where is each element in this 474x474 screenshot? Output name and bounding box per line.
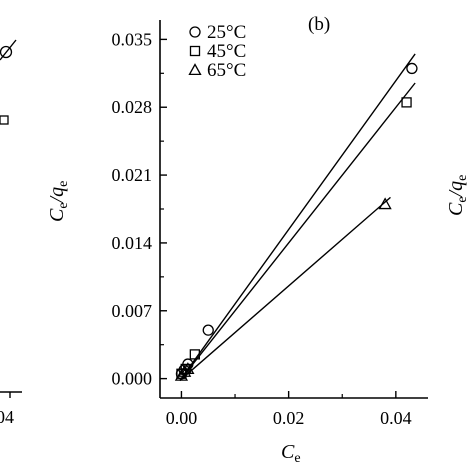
legend-marker-triangle [188, 63, 202, 76]
point-square [401, 97, 412, 108]
point-square [189, 349, 200, 360]
svg-text:Ce/qe: Ce/qe [46, 181, 71, 222]
fit-line-circle [179, 53, 416, 381]
ylabel-q: q [46, 187, 68, 197]
point-circle [406, 62, 418, 75]
fit-line-square [179, 82, 416, 381]
point-triangle [178, 364, 192, 377]
point-circle [202, 324, 214, 336]
panel-label: (b) [308, 14, 330, 35]
xlabel-main: C [281, 441, 295, 463]
xlabel-sub: e [294, 451, 300, 466]
y-tick-label: 0.035 [112, 29, 153, 49]
right-panel-ylabel: Ce/qe [445, 175, 470, 216]
left-panel-circle-marker [0, 45, 13, 59]
fit-lines [179, 53, 416, 382]
left-panel-tick-label: 04 [0, 407, 14, 427]
left-panel-fit-line [0, 39, 17, 61]
legend-marker-circle [189, 26, 201, 38]
left-panel-fragment: 04 [0, 39, 22, 427]
ylabel-q-sub: e [56, 181, 71, 187]
legend-label: 25°C [207, 22, 246, 43]
fit-line-triangle [179, 196, 391, 382]
x-axis-label: Ce [281, 441, 301, 466]
legend: 25°C45°C65°C [188, 22, 246, 81]
x-tick-label: 0.02 [273, 408, 305, 428]
ylabel-c-sub: e [56, 202, 71, 208]
point-triangle [181, 362, 195, 374]
legend-label: 45°C [207, 41, 246, 62]
x-tick-label: 0.04 [380, 408, 412, 428]
point-triangle [174, 368, 189, 381]
y-tick-label: 0.007 [112, 301, 153, 321]
y-tick-label: 0.000 [112, 369, 153, 389]
y-tick-label: 0.028 [112, 97, 153, 117]
y-tick-label: 0.021 [112, 165, 153, 185]
y-tick-label: 0.014 [112, 233, 153, 253]
ylabel-c: C [46, 208, 68, 222]
left-panel-square-marker [0, 115, 9, 125]
ylabel-slash: / [46, 194, 68, 203]
legend-marker-square [189, 45, 201, 57]
point-triangle [378, 197, 392, 210]
axes: 0.000 0.007 0.014 0.021 0.028 0.035 0.00 0.02 0.… [112, 20, 428, 428]
data-points [174, 62, 418, 381]
svg-text:Ce/qe: Ce/qe [445, 175, 470, 216]
x-tick-label: 0.00 [166, 408, 198, 428]
right-ylabel-c: C [445, 202, 467, 216]
y-axis-label: Ce/qe [46, 181, 71, 222]
legend-label: 65°C [207, 60, 246, 81]
